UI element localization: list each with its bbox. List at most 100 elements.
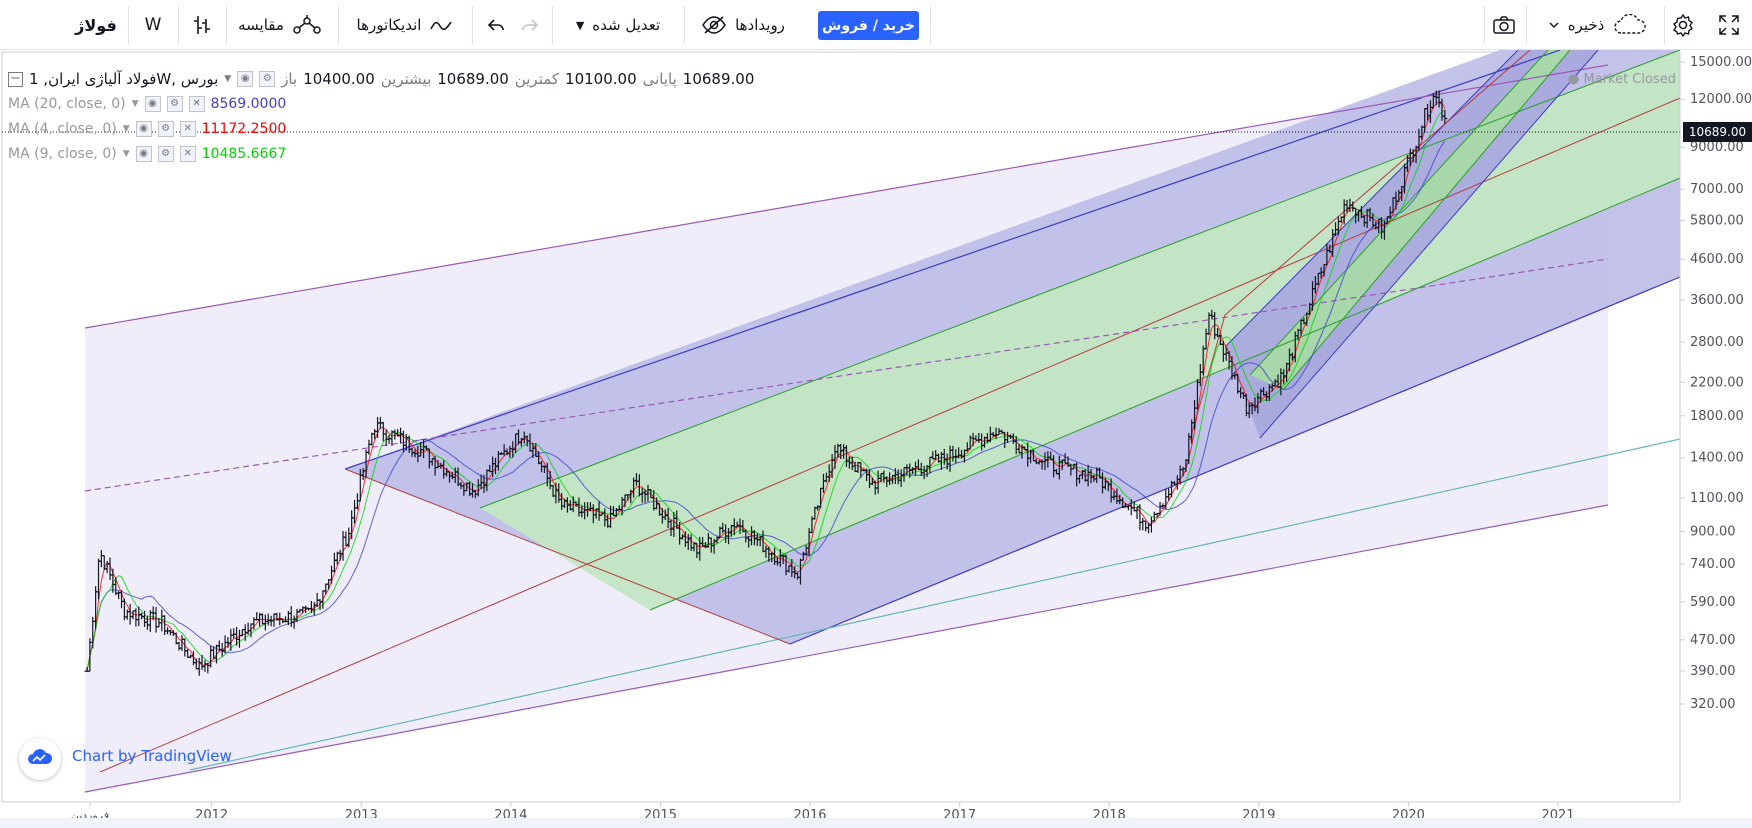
undo-button[interactable] (482, 0, 510, 50)
events-label: رویدادها (735, 16, 785, 34)
save-label: ذخیره (1567, 16, 1605, 34)
redo-icon (520, 15, 540, 35)
adjusted-label: تعدیل شده (592, 16, 661, 34)
buy-sell-button[interactable]: خرید / فروش (818, 11, 919, 40)
market-status-label: Market Closed (1583, 72, 1676, 87)
interval-button[interactable]: W (140, 0, 166, 50)
gear-icon[interactable]: ⚙ (259, 71, 276, 87)
legend-ohlc: − فولاد آلیاژی ایران, 1W, بورس ▼ ◉ ⚙ باز… (8, 70, 754, 88)
redo-button[interactable] (516, 0, 544, 50)
bar-style-icon (192, 13, 212, 37)
tradingview-credit[interactable]: Chart by TradingView (72, 747, 232, 765)
legend-caret-icon[interactable]: ▼ (224, 74, 232, 84)
ma-label: MA (20, close, 0) (8, 96, 126, 112)
events-button[interactable]: رویدادها (696, 0, 790, 50)
bar-style-button[interactable] (190, 0, 214, 50)
ma-label: MA (4, close, 0) (8, 121, 117, 137)
low-label: کمترین (514, 70, 560, 88)
ma-caret-icon: ▼ (122, 124, 130, 134)
compare-button[interactable]: مقایسه (234, 0, 326, 50)
price-tick-label: 7000.00 (1690, 182, 1744, 197)
buy-sell-label: خرید / فروش (822, 17, 915, 34)
gear-icon[interactable]: ⚙ (157, 121, 174, 137)
price-tick-label: 2200.00 (1690, 375, 1744, 390)
close-label: پایانی (642, 70, 677, 88)
save-button[interactable]: ذخیره (1540, 0, 1656, 50)
settings-button[interactable] (1668, 0, 1698, 50)
legend-ma-20[interactable]: MA (20, close, 0) ▼ ◉ ⚙ ✕ 8569.0000 (8, 96, 286, 112)
top-toolbar: فولاژ W مقایسه اندیکاتورها ▼ تعدیل (0, 0, 1752, 50)
ma-caret-icon: ▼ (131, 99, 139, 109)
undo-icon (486, 15, 506, 35)
camera-icon (1492, 15, 1516, 35)
price-tick-label: 15000.00 (1690, 55, 1752, 70)
close-icon[interactable]: ✕ (188, 96, 205, 112)
high-label: بیشترین (380, 70, 432, 88)
ma-9-line (86, 109, 1446, 672)
close-icon[interactable]: ✕ (179, 121, 196, 137)
close-value: 10689.00 (682, 70, 755, 88)
compare-label: مقایسه (238, 16, 284, 34)
gear-icon (1671, 13, 1695, 37)
symbol-button[interactable]: فولاژ (72, 0, 120, 50)
price-tick-label: 470.00 (1690, 633, 1736, 648)
price-axis[interactable]: 15000.00 12000.00 9000.00 7000.00 5800.00 460… (1680, 55, 1752, 712)
high-value: 10689.00 (437, 70, 509, 88)
price-tick-label: 320.00 (1690, 697, 1736, 712)
price-tick-label: 5800.00 (1690, 214, 1744, 229)
price-tick-label: 390.00 (1690, 664, 1736, 679)
eye-icon[interactable]: ◉ (237, 71, 254, 87)
open-label: باز (281, 70, 298, 88)
eye-icon[interactable]: ◉ (135, 121, 152, 137)
ma-value: 10485.6667 (201, 146, 287, 162)
eye-icon[interactable]: ◉ (144, 96, 161, 112)
compare-icon (292, 13, 322, 37)
price-tick-label: 3600.00 (1690, 293, 1744, 308)
chart-area[interactable]: 15000.00 12000.00 9000.00 7000.00 5800.00 460… (0, 50, 1752, 828)
price-tick-label: 12000.00 (1690, 92, 1752, 107)
price-tick-label: 1100.00 (1690, 491, 1744, 506)
fullscreen-icon (1718, 14, 1740, 36)
gear-icon[interactable]: ⚙ (157, 146, 174, 162)
events-eye-icon (701, 15, 727, 35)
ma-4-line (86, 100, 1446, 672)
gear-icon[interactable]: ⚙ (166, 96, 183, 112)
open-value: 10400.00 (303, 70, 375, 88)
low-value: 10100.00 (565, 70, 637, 88)
price-tick-label: 900.00 (1690, 524, 1736, 539)
last-price-value: 10689.00 (1688, 125, 1747, 139)
price-tick-label: 740.00 (1690, 557, 1736, 572)
adjusted-dropdown[interactable]: ▼ تعدیل شده (566, 0, 670, 50)
price-bar (1442, 110, 1448, 125)
symbol-label: فولاژ (75, 15, 117, 35)
ma-value: 11172.2500 (201, 121, 287, 137)
legend-ma-4[interactable]: MA (4, close, 0) ▼ ◉ ⚙ ✕ 11172.2500 (8, 121, 286, 137)
indicators-button[interactable]: اندیکاتورها (348, 0, 462, 50)
tradingview-cloud-icon (27, 749, 53, 769)
indicators-label: اندیکاتورها (356, 16, 422, 34)
indicators-icon (429, 15, 453, 35)
price-tick-label: 590.00 (1690, 595, 1736, 610)
ma-20-line (86, 140, 1446, 672)
last-price-tag: 10689.00 (1683, 122, 1752, 142)
tradingview-credit-label: Chart by TradingView (72, 747, 232, 765)
tradingview-logo[interactable] (19, 738, 61, 780)
ma-value: 8569.0000 (210, 96, 287, 112)
price-tick-label: 1400.00 (1690, 451, 1744, 466)
legend-ma-9[interactable]: MA (9, close, 0) ▼ ◉ ⚙ ✕ 10485.6667 (8, 146, 286, 162)
price-chart[interactable]: 15000.00 12000.00 9000.00 7000.00 5800.00 460… (0, 50, 1752, 828)
price-tick-label: 2800.00 (1690, 335, 1744, 350)
chevron-down-icon (1548, 20, 1560, 30)
screenshot-button[interactable] (1490, 0, 1518, 50)
eye-icon[interactable]: ◉ (135, 146, 152, 162)
market-status: ● Market Closed (1568, 72, 1676, 87)
legend-title[interactable]: فولاد آلیاژی ایران, 1W, بورس (29, 70, 219, 88)
cloud-icon (1612, 14, 1648, 36)
close-icon[interactable]: ✕ (179, 146, 196, 162)
price-tick-label: 1800.00 (1690, 409, 1744, 424)
dropdown-caret-icon: ▼ (575, 18, 585, 32)
fullscreen-button[interactable] (1714, 0, 1744, 50)
price-tick-label: 9000.00 (1690, 140, 1744, 155)
ma-caret-icon: ▼ (122, 149, 130, 159)
legend-collapse-icon[interactable]: − (8, 71, 23, 87)
